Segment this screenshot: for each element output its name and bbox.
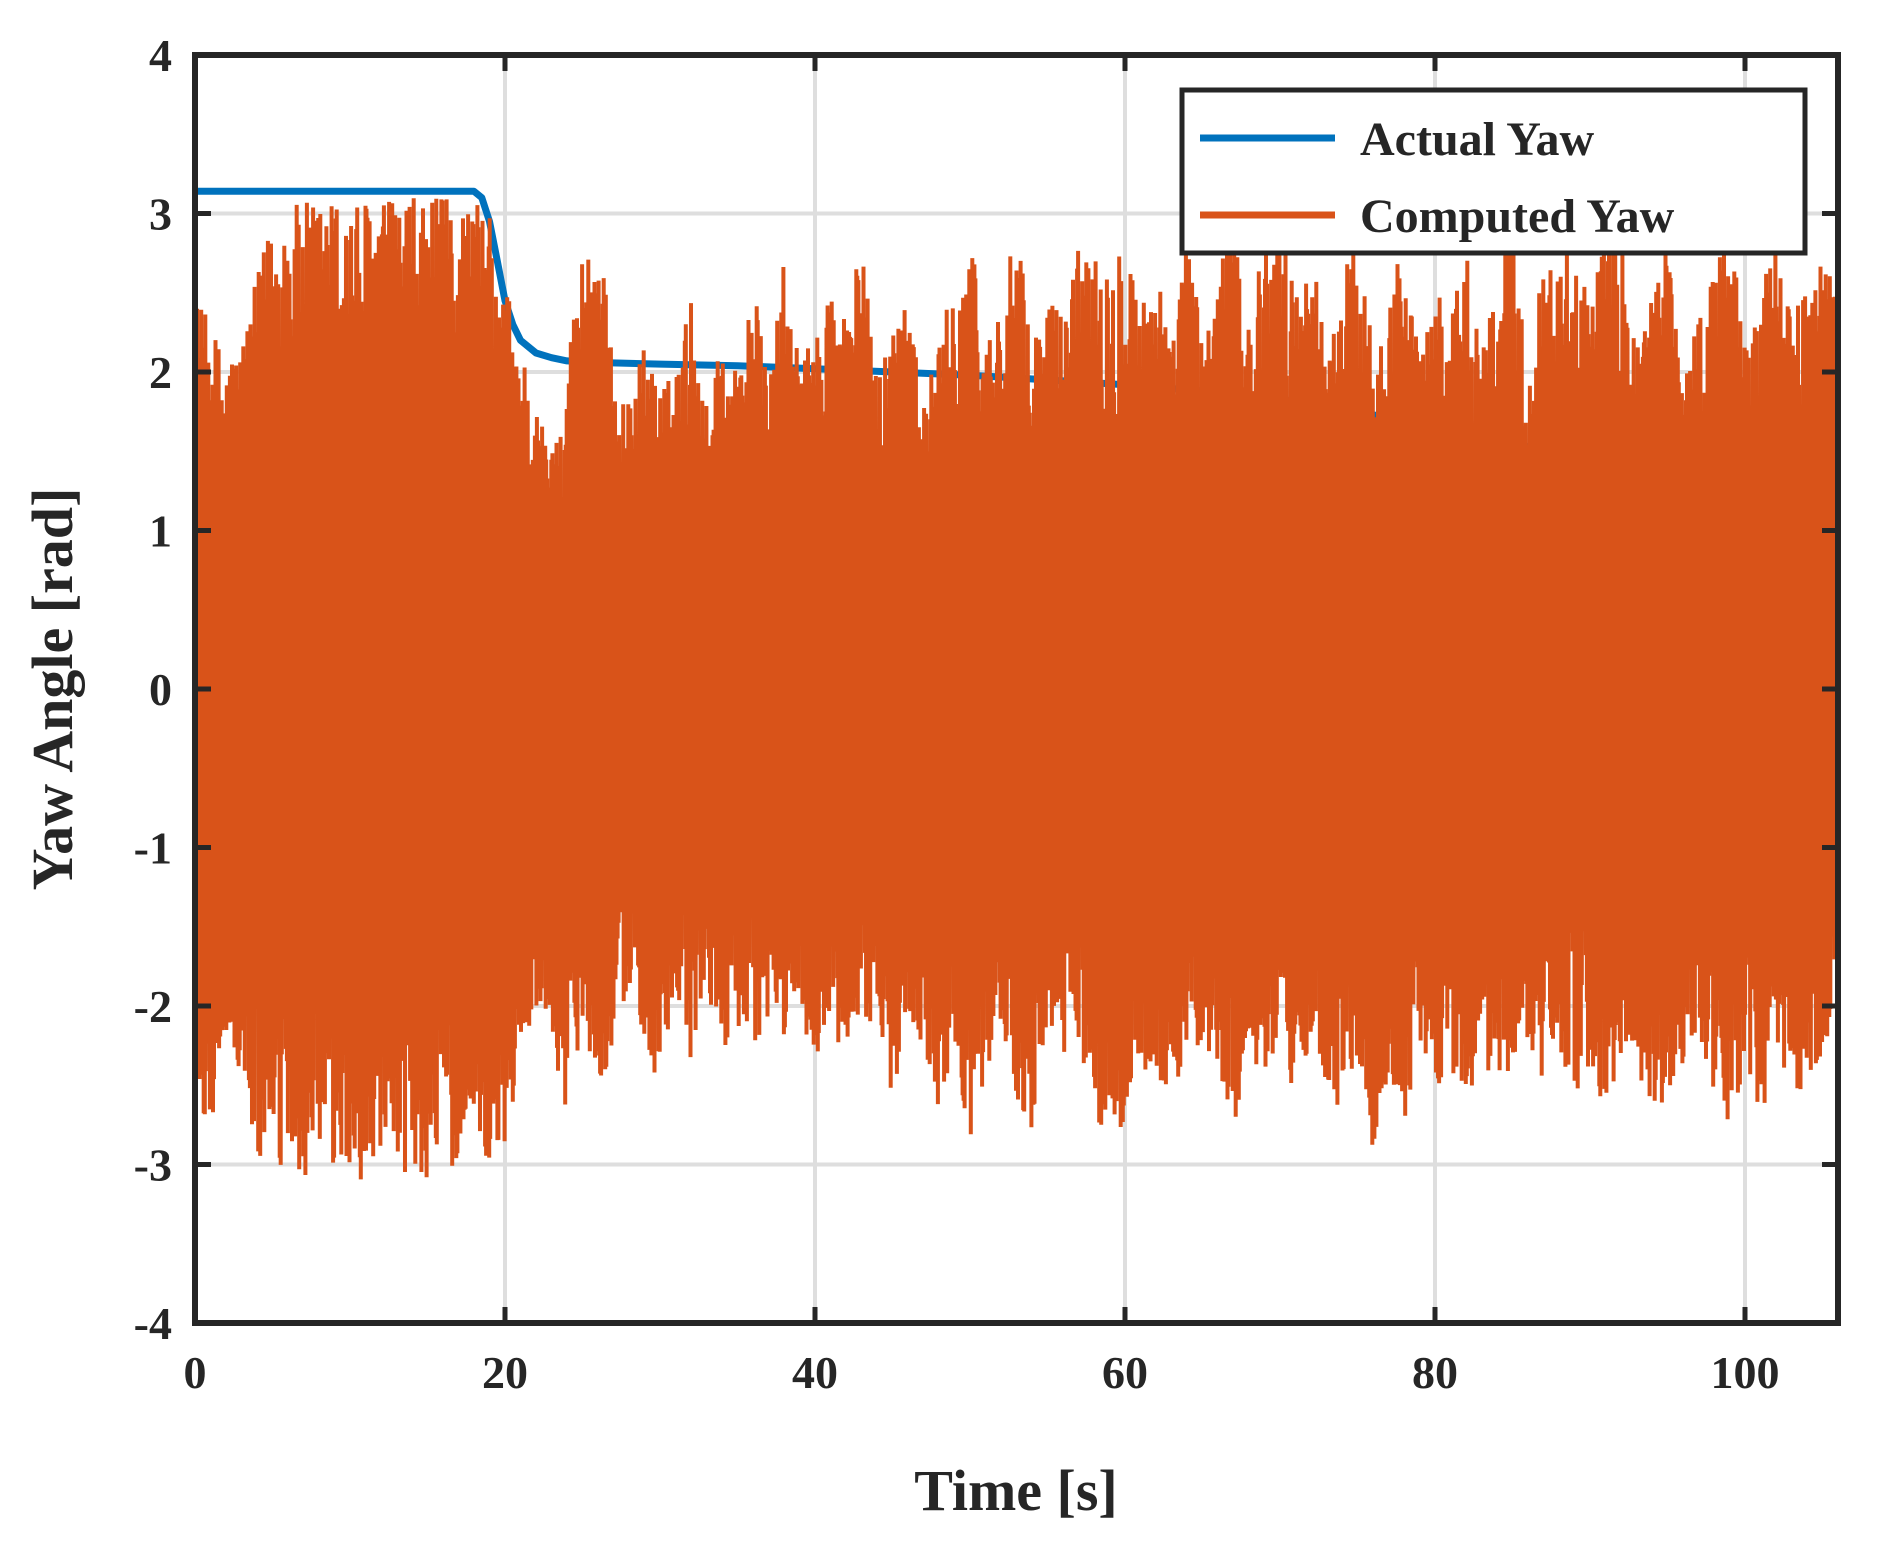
series-computed-yaw-line (193, 198, 1840, 1180)
legend-label-computed-yaw: Computed Yaw (1360, 190, 1675, 243)
y-tick-label: -2 (134, 981, 172, 1032)
legend-box (1179, 87, 1808, 256)
legend-label-actual-yaw: Actual Yaw (1360, 113, 1595, 166)
x-tick-label: 80 (1412, 1347, 1458, 1398)
y-tick-label: 2 (149, 347, 172, 398)
y-tick-label: 4 (149, 30, 172, 81)
x-axis-label: Time [s] (914, 1458, 1118, 1523)
x-tick-label: 20 (482, 1347, 528, 1398)
x-tick-label: 40 (792, 1347, 838, 1398)
y-axis-label: Yaw Angle [rad] (20, 488, 85, 891)
y-tick-label: 0 (149, 664, 172, 715)
tick-marks (192, 52, 1838, 1326)
legend: Actual Yaw Computed Yaw (1179, 87, 1808, 256)
y-tick-label: -3 (134, 1140, 172, 1191)
y-tick-label: -4 (134, 1298, 172, 1349)
y-tick-label: 1 (149, 506, 172, 557)
x-tick-label: 0 (184, 1347, 207, 1398)
x-tick-label: 60 (1102, 1347, 1148, 1398)
tick-labels: 0 20 40 60 80 100 -4 -3 -2 -1 0 1 2 3 4 (134, 30, 1780, 1398)
x-tick-label: 100 (1711, 1347, 1780, 1398)
series-layer (193, 187, 1840, 1180)
y-tick-label: 3 (149, 189, 172, 240)
y-tick-label: -1 (134, 823, 172, 874)
